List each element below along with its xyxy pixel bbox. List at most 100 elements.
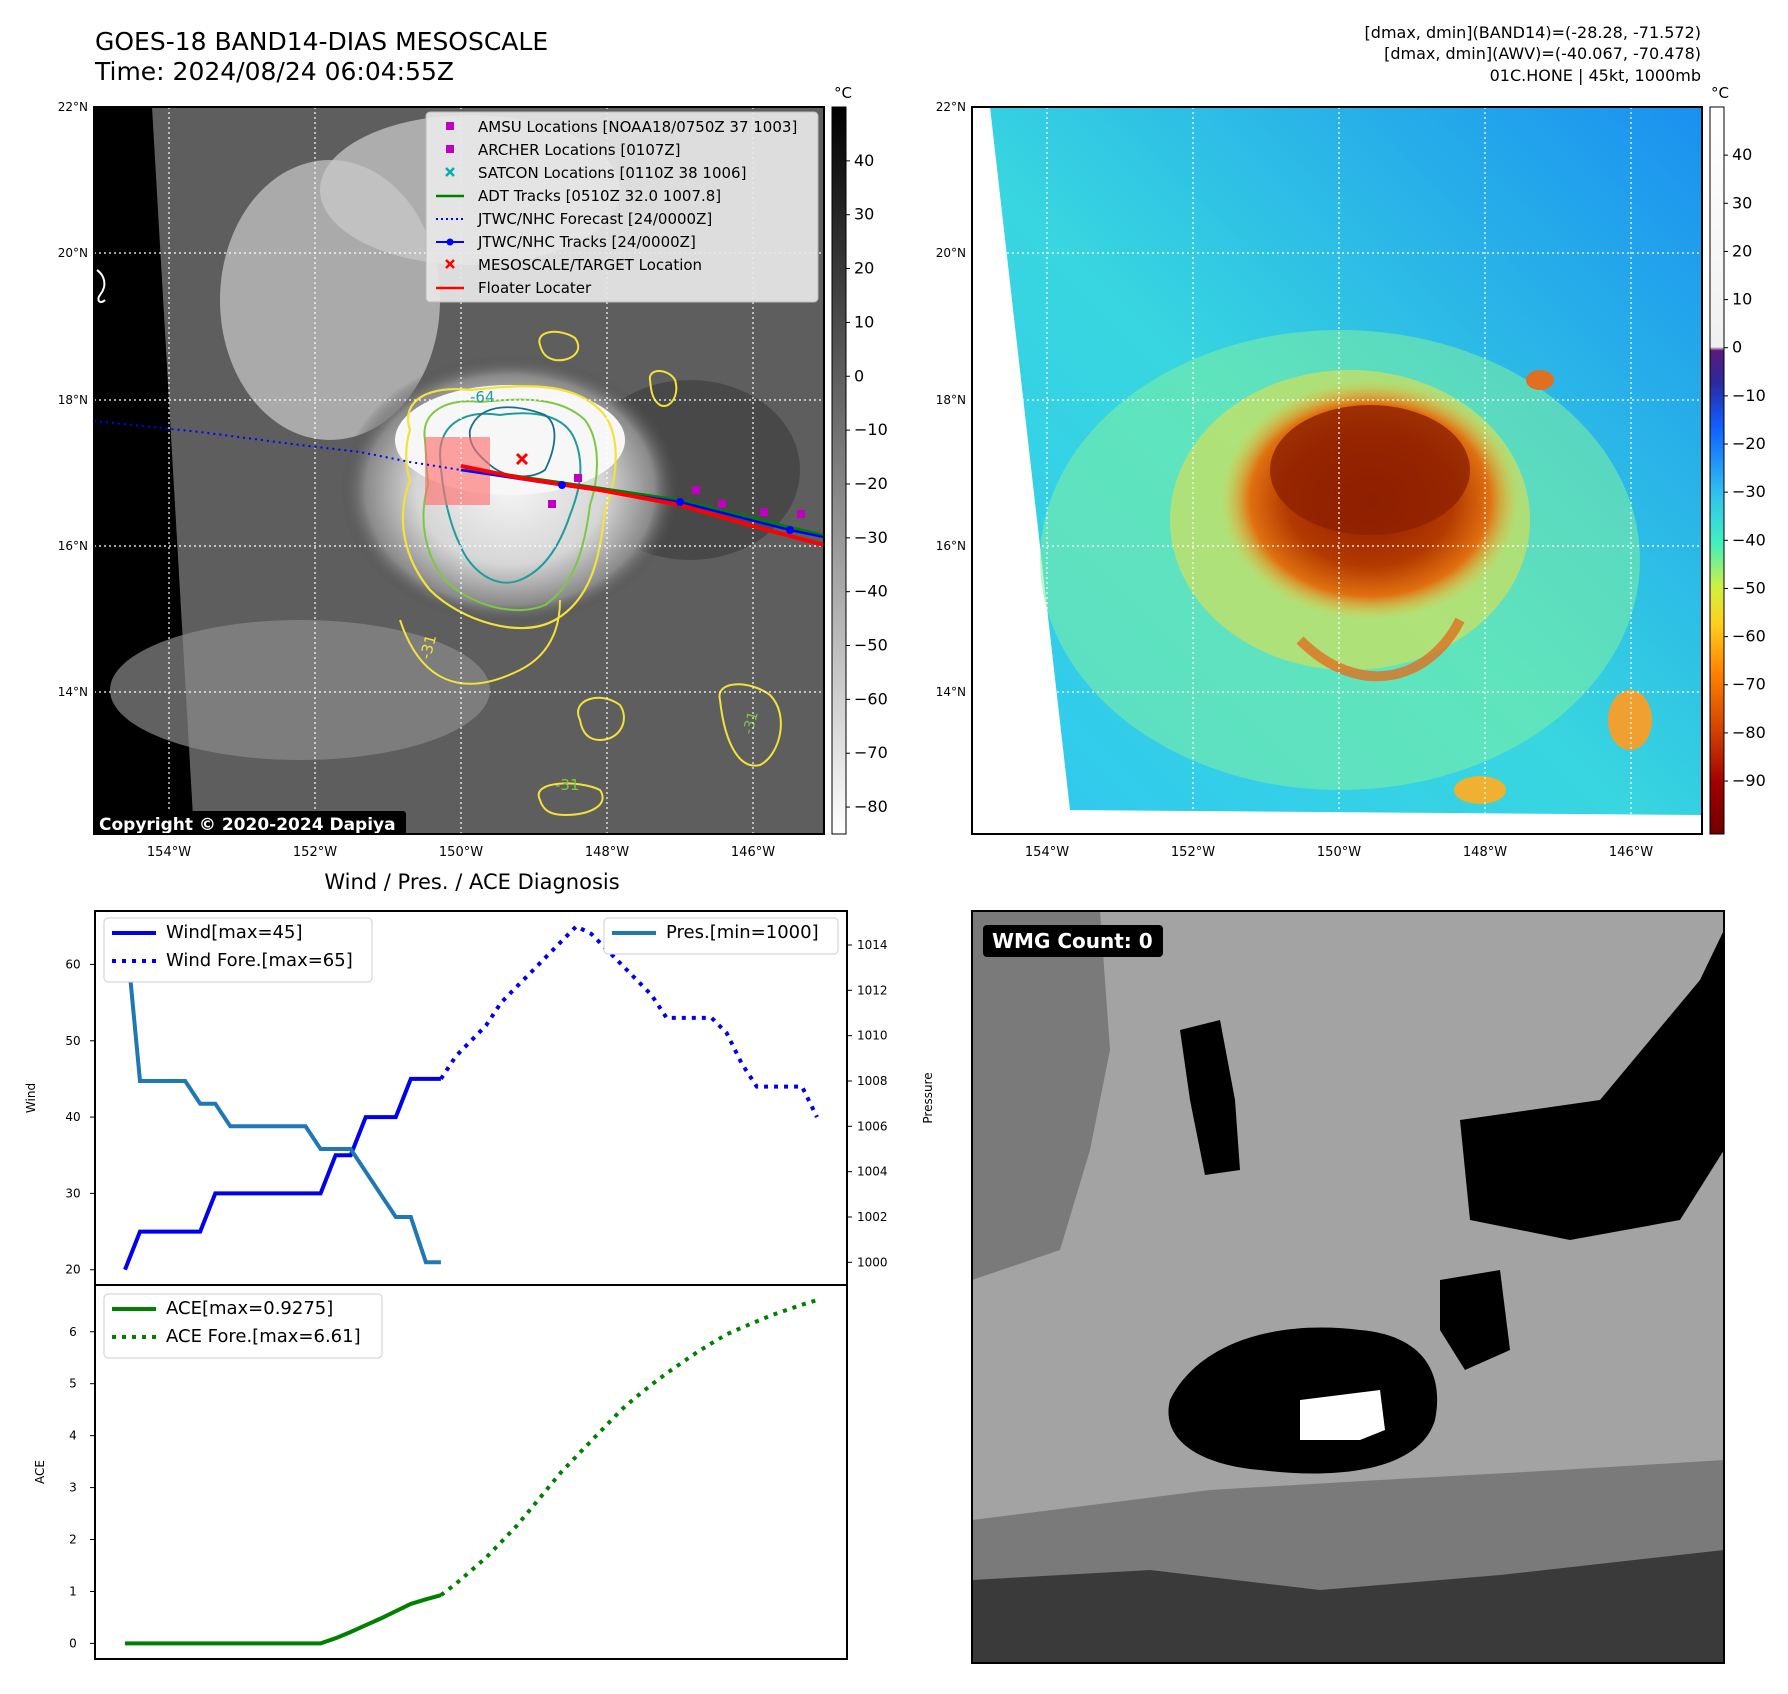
ace-axis-label: ACE [33, 1460, 47, 1484]
series-line [123, 1076, 441, 1271]
colorbar-tick-label: −10 [854, 420, 888, 439]
right-colorbar-unit: °C [1711, 84, 1729, 102]
contour-label-se: -31 [740, 710, 761, 736]
colorbar-tick-label: −50 [854, 636, 888, 655]
yellow-contour-east [648, 370, 678, 407]
colorbar-tick-label: 30 [1732, 193, 1752, 212]
left-colorbar-unit: °C [834, 84, 852, 102]
left-map-legend: AMSU Locations [NOAA18/0750Z 37 1003] ARC… [425, 111, 819, 303]
colorbar-tick-label: −30 [1732, 482, 1766, 501]
chart-legend: ACE[max=0.9275] ACE Fore.[max=6.61] [103, 1293, 383, 1359]
legend-label: JTWC/NHC Tracks [24/0000Z] [477, 233, 696, 251]
hot-cluster-southeast [1608, 690, 1652, 750]
chart-legend-box [603, 917, 839, 955]
legend-entry: SATCON Locations [0110Z 38 1006] [445, 164, 746, 182]
colorbar-tick-label: −20 [854, 474, 888, 493]
chart-legend: Wind[max=45] Wind Fore.[max=65] [103, 917, 373, 983]
contour-label-sw: -31 [416, 633, 440, 661]
teal-contour [438, 412, 582, 584]
copyright-box [94, 811, 406, 834]
yellow-contour-far-south [537, 782, 604, 817]
colorbar-tick-label: −20 [1732, 434, 1766, 453]
contour-label-center: -64 [470, 388, 495, 406]
wmg-dark-band-bottom [972, 1550, 1724, 1663]
colorbar-tick-label: −60 [854, 689, 888, 708]
legend-square-marker [446, 145, 454, 153]
y-tick-label: 0 [69, 1636, 77, 1650]
floater-track [460, 464, 824, 547]
svg-text:18°N: 18°N [936, 393, 966, 407]
right-map-gridlines [972, 107, 1702, 834]
wmg-gray-region-west [972, 911, 1110, 1280]
pressure-axis-label: Pressure [921, 1072, 935, 1123]
floater-box [425, 437, 490, 505]
yellow-contour-southeast-cluster [718, 683, 782, 767]
colorbar-tick-label: −40 [1732, 530, 1766, 549]
svg-text:150°W: 150°W [1317, 845, 1361, 860]
copyright-text: Copyright © 2020-2024 Dapiya [99, 815, 396, 835]
colorbar-tick-label: −80 [854, 797, 888, 816]
cloud-band-southwest [110, 620, 490, 760]
left-colorbar-gradient [831, 106, 847, 835]
legend-label: ADT Tracks [0510Z 32.0 1007.8] [478, 187, 721, 205]
svg-text:152°W: 152°W [1171, 845, 1215, 860]
y-right-tick-label: 1002 [857, 1210, 888, 1224]
colorbar-tick-label: −30 [854, 528, 888, 547]
y-tick-label: 20 [65, 1263, 80, 1277]
svg-text:154°W: 154°W [147, 845, 191, 860]
legend-label: ARCHER Locations [0107Z] [478, 141, 681, 159]
colorbar-tick-label: 10 [1732, 290, 1752, 309]
chart-legend-label: ACE[max=0.9275] [166, 1298, 333, 1319]
legend-entry: ADT Tracks [0510Z 32.0 1007.8] [436, 187, 721, 205]
chart-legend-label: Pres.[min=1000] [666, 922, 819, 943]
colorbar-tick-label: 0 [854, 366, 864, 385]
y-tick-label: 3 [69, 1481, 77, 1495]
series-line [439, 1298, 818, 1597]
green-contour [422, 398, 598, 612]
dmax-awv-text: [dmax, dmin](AWV)=(-40.067, -70.478) [1384, 44, 1701, 63]
colorbar-tick-label: −40 [854, 582, 888, 601]
svg-text:14°N: 14°N [936, 685, 966, 699]
colorbar-tick-label: 40 [854, 151, 874, 170]
hot-cluster-south [1454, 776, 1506, 804]
right-colorbar-ticks: 40 30 20 10 0 −10 −20 −30 −40 −50 −60 −70 −80 −90 [1724, 145, 1766, 790]
legend-square-marker [446, 122, 454, 130]
wmg-black-region-northeast [1460, 930, 1724, 1240]
wmg-frame [971, 910, 1725, 1664]
figure-title-line2: Time: 2024/08/24 06:04:55Z [94, 57, 454, 86]
series-line [439, 923, 819, 1118]
legend-entry: MESOSCALE/TARGET Location [445, 256, 702, 274]
storm-hot-core [1270, 405, 1470, 535]
spiral-band-hot [1296, 617, 1465, 682]
y-right-tick-label: 1006 [857, 1119, 888, 1133]
svg-text:16°N: 16°N [58, 539, 88, 553]
legend-dot-marker [446, 238, 454, 246]
chart-legend: Pres.[min=1000] [603, 917, 839, 955]
jtwc-track-points [558, 481, 794, 534]
svg-text:150°W: 150°W [439, 845, 483, 860]
colorbar-tick-label: −70 [1732, 675, 1766, 694]
left-lon-labels: 154°W 152°W 150°W 148°W 146°W [147, 845, 775, 860]
right-map-frame [971, 106, 1703, 835]
svg-text:146°W: 146°W [731, 845, 775, 860]
contour-label-south: -31 [555, 776, 580, 794]
svg-text:20°N: 20°N [936, 246, 966, 260]
legend-entries: AMSU Locations [NOAA18/0750Z 37 1003] ARC… [436, 118, 797, 297]
figure-title-line1: GOES-18 BAND14-DIAS MESOSCALE [95, 27, 548, 56]
y-tick-label: 50 [65, 1034, 80, 1048]
right-colorbar-gradient [1709, 106, 1725, 835]
y-tick-label: 2 [69, 1533, 77, 1547]
right-colorbar: °C 40 30 20 10 0 −10 −20 −30 −40 −50 −60 −70 −80 −90 [1709, 84, 1766, 835]
y-right-tick-label: 1008 [857, 1074, 888, 1088]
left-colorbar-ticks: 40 30 20 10 0 −10 −20 −30 −40 −50 −60 −70 −80 [846, 151, 888, 816]
y-right-tick-label: 1012 [857, 983, 888, 997]
svg-text:148°W: 148°W [585, 845, 629, 860]
svg-text:152°W: 152°W [293, 845, 337, 860]
colorbar-tick-label: 10 [854, 312, 874, 331]
series-line [123, 922, 441, 1265]
wmg-white-core [1300, 1390, 1385, 1440]
y-tick-label: 40 [65, 1110, 80, 1124]
ace-chart: ACE 0 1 2 3 4 5 6 ACE[max=0.9275] ACE Fore.[max=… [33, 1284, 848, 1660]
chart-legend-label: ACE Fore.[max=6.61] [166, 1326, 361, 1347]
